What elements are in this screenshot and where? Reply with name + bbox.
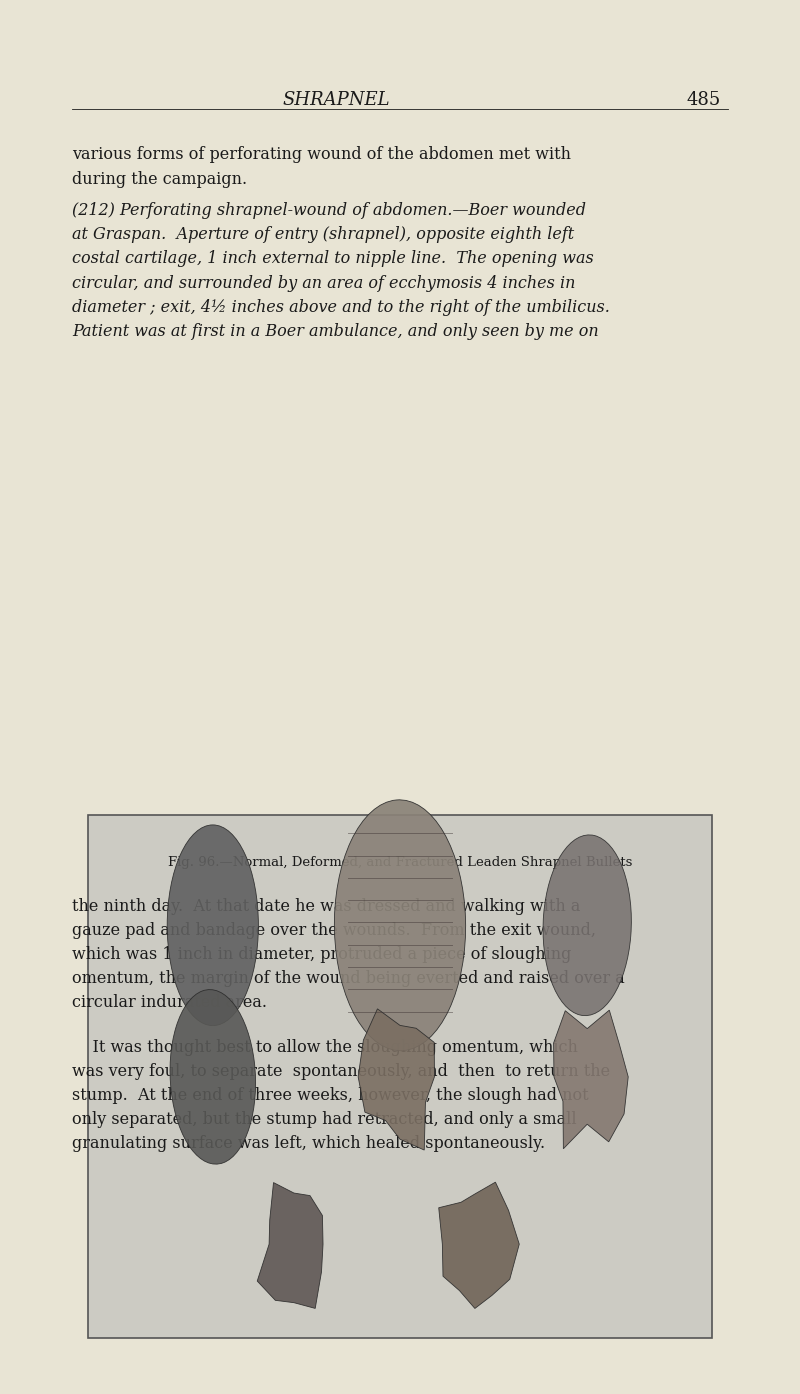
- Text: Fig. 96.—Normal, Deformed, and Fractured Leaden Shrapnel Bullets: Fig. 96.—Normal, Deformed, and Fractured…: [168, 856, 632, 868]
- Ellipse shape: [543, 835, 631, 1016]
- Text: various forms of perforating wound of the abdomen met with
during the campaign.: various forms of perforating wound of th…: [72, 146, 571, 188]
- Polygon shape: [554, 1011, 628, 1149]
- Polygon shape: [358, 1009, 434, 1150]
- Text: the ninth day.  At that date he was dressed and walking with a
gauze pad and ban: the ninth day. At that date he was dress…: [72, 898, 625, 1011]
- Text: It was thought best to allow the sloughing omentum, which
was very foul, to sepa: It was thought best to allow the sloughi…: [72, 1039, 610, 1151]
- Text: SHRAPNEL: SHRAPNEL: [282, 92, 390, 109]
- Text: 485: 485: [687, 92, 721, 109]
- Text: (212) Perforating shrapnel-wound of abdomen.—Boer wounded
at Graspan.  Aperture : (212) Perforating shrapnel-wound of abdo…: [72, 202, 610, 340]
- Polygon shape: [258, 1182, 323, 1309]
- Bar: [88, 815, 712, 1338]
- Ellipse shape: [167, 825, 258, 1026]
- Ellipse shape: [170, 990, 255, 1164]
- Polygon shape: [438, 1182, 519, 1309]
- Ellipse shape: [334, 800, 466, 1051]
